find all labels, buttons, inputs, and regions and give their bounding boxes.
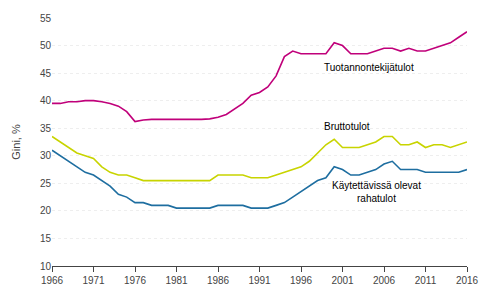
svg-text:Tuotannontekijätulot: Tuotannontekijätulot: [324, 62, 414, 73]
svg-text:Käytettävissä olevatrahatulot: Käytettävissä olevatrahatulot: [332, 180, 421, 204]
svg-text:10: 10: [40, 261, 52, 272]
svg-text:1971: 1971: [82, 275, 105, 286]
svg-text:2011: 2011: [415, 275, 437, 286]
svg-text:20: 20: [40, 205, 52, 216]
svg-text:Gini, %: Gini, %: [10, 124, 22, 160]
svg-text:2001: 2001: [331, 275, 354, 286]
svg-text:40: 40: [40, 95, 52, 106]
svg-text:1981: 1981: [165, 275, 188, 286]
svg-text:1966: 1966: [41, 275, 64, 286]
svg-text:2006: 2006: [373, 275, 396, 286]
svg-text:1996: 1996: [290, 275, 313, 286]
svg-text:1991: 1991: [248, 275, 271, 286]
svg-text:45: 45: [40, 68, 52, 79]
svg-text:55: 55: [40, 13, 52, 24]
svg-text:15: 15: [40, 233, 52, 244]
svg-text:2016: 2016: [456, 275, 479, 286]
svg-text:50: 50: [40, 40, 52, 51]
svg-text:Bruttotulot: Bruttotulot: [324, 121, 370, 132]
svg-text:30: 30: [40, 150, 52, 161]
svg-text:1986: 1986: [207, 275, 230, 286]
svg-text:35: 35: [40, 123, 52, 134]
svg-text:1976: 1976: [124, 275, 147, 286]
svg-text:25: 25: [40, 178, 52, 189]
